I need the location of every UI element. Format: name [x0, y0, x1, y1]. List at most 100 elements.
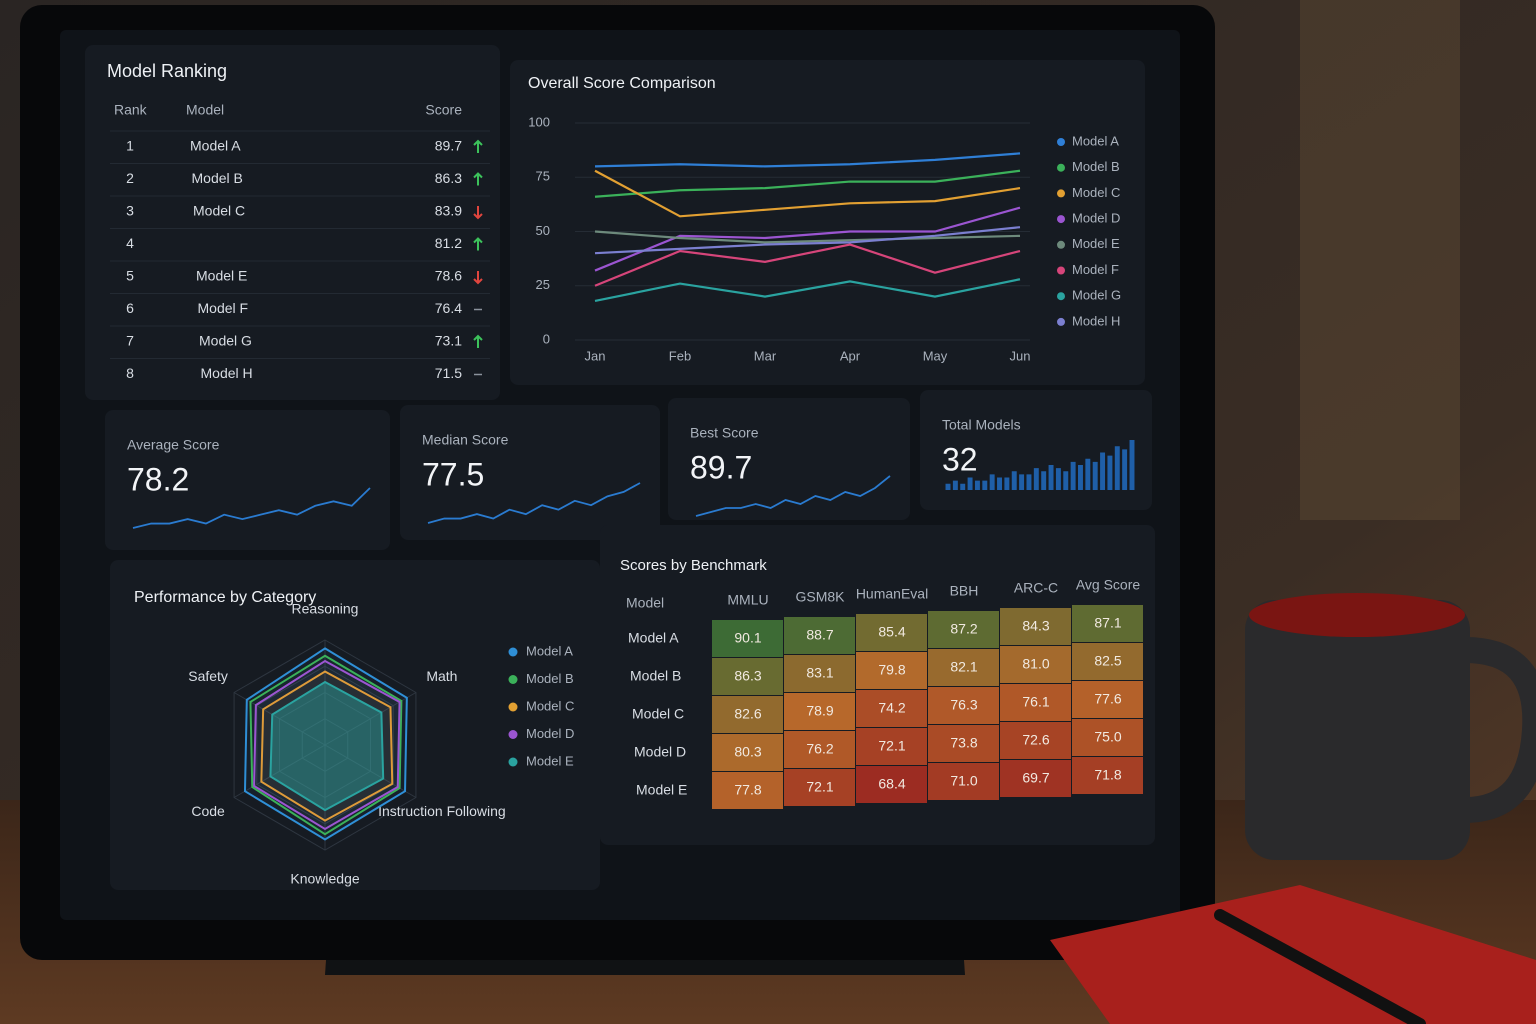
y-tick-label: 50 — [536, 223, 550, 238]
spark-bar — [1070, 461, 1076, 490]
legend-swatch — [1057, 317, 1065, 326]
model-name: Model A — [190, 138, 241, 154]
legend-swatch — [1057, 138, 1065, 146]
heat-value: 76.2 — [806, 741, 833, 757]
heat-cell — [1000, 722, 1071, 759]
spark-bar — [1011, 471, 1017, 490]
radar-axis — [233, 692, 326, 746]
radar-series — [260, 670, 394, 822]
spark-bar — [1092, 461, 1098, 490]
spark-bar — [989, 474, 995, 490]
heat-value: 69.7 — [1022, 770, 1049, 786]
score: 76.4 — [435, 300, 462, 316]
heat-cell — [856, 728, 927, 765]
series-line — [594, 152, 1021, 168]
score: 78.6 — [435, 268, 462, 284]
panel-kpi — [105, 410, 390, 550]
heat-value: 78.9 — [806, 703, 833, 719]
heat-cell — [1072, 757, 1143, 794]
kpi-value: 77.5 — [422, 456, 484, 492]
column-header: HumanEval — [856, 586, 928, 602]
legend-swatch — [1057, 292, 1065, 301]
heat-value: 85.4 — [878, 624, 905, 640]
radar-axis — [233, 744, 326, 798]
spark-bar — [960, 483, 966, 490]
model-name: Model F — [198, 300, 249, 316]
heat-cell — [928, 763, 999, 800]
table-header: Score — [425, 102, 462, 118]
spark-bar — [1019, 474, 1025, 490]
kpi-value: 78.2 — [127, 461, 189, 497]
heat-value: 75.0 — [1094, 729, 1121, 745]
radar-axis-label: Knowledge — [290, 871, 359, 887]
heat-cell — [712, 658, 783, 695]
heat-cell — [856, 614, 927, 651]
sparkline — [427, 482, 641, 524]
legend-swatch — [1057, 163, 1065, 172]
heat-cell — [1000, 646, 1071, 683]
panel-kpi — [668, 398, 910, 520]
kpi-label: Total Models — [942, 417, 1021, 433]
score: 71.5 — [435, 365, 462, 381]
model-name: Model H — [201, 365, 253, 381]
heat-value: 87.1 — [1094, 615, 1121, 631]
legend-label: Model E — [526, 753, 574, 768]
legend-label: Model C — [1072, 185, 1120, 200]
heat-cell — [712, 734, 783, 771]
series-line — [594, 206, 1021, 272]
series-line — [594, 226, 1021, 255]
heat-value: 71.8 — [1094, 767, 1121, 783]
radar-series — [269, 680, 385, 812]
spark-bar — [1004, 477, 1010, 490]
rank: 8 — [126, 365, 134, 381]
spark-bar — [1078, 465, 1083, 490]
kpi-label: Average Score — [127, 437, 220, 453]
spark-bar — [1041, 471, 1047, 490]
spark-bar — [1033, 468, 1039, 490]
model-name: Model C — [193, 203, 245, 219]
model-name: Model G — [199, 333, 252, 349]
legend-swatch — [508, 647, 518, 657]
light-stripe — [1300, 0, 1460, 520]
heat-value: 79.8 — [878, 662, 905, 678]
row-model: Model E — [636, 782, 687, 798]
legend-label: Model D — [1072, 211, 1120, 226]
y-tick-label: 25 — [536, 277, 550, 292]
rank: 4 — [126, 235, 134, 251]
spark-bar — [997, 477, 1002, 490]
heat-cell — [928, 611, 999, 648]
heat-value: 87.2 — [950, 621, 977, 637]
spark-bar — [1026, 474, 1032, 490]
series-line — [594, 230, 1021, 244]
radar-axis-label: Code — [191, 803, 225, 819]
score: 83.9 — [435, 203, 462, 219]
heat-value: 73.8 — [950, 735, 977, 751]
spark-bar — [1122, 449, 1128, 490]
trend-up — [473, 139, 483, 153]
line-chart-title: Overall Score Comparison — [528, 75, 716, 92]
series-line — [594, 169, 1021, 218]
column-header: ARC-C — [1014, 580, 1058, 596]
series-line — [594, 169, 1021, 198]
trend-down — [473, 206, 483, 220]
heat-cell — [1072, 643, 1143, 680]
x-tick-label: May — [923, 348, 948, 363]
spark-bar — [1100, 452, 1106, 490]
x-tick-label: Feb — [669, 348, 691, 363]
x-tick-label: Mar — [754, 348, 777, 363]
model-name: Model E — [196, 268, 247, 284]
model-name: Model B — [192, 170, 243, 186]
radar-axis-label: Safety — [188, 668, 228, 684]
heat-value: 84.3 — [1022, 618, 1049, 634]
radar-axis-label: Reasoning — [292, 601, 359, 617]
heat-cell — [928, 687, 999, 724]
column-header: Model — [626, 595, 664, 611]
spark-bar — [952, 480, 958, 490]
legend-label: Model C — [526, 698, 574, 713]
score: 89.7 — [435, 138, 462, 154]
rank: 5 — [126, 268, 134, 284]
heat-value: 76.3 — [950, 697, 977, 713]
heat-value: 72.1 — [806, 779, 833, 795]
legend-label: Model A — [526, 643, 573, 658]
